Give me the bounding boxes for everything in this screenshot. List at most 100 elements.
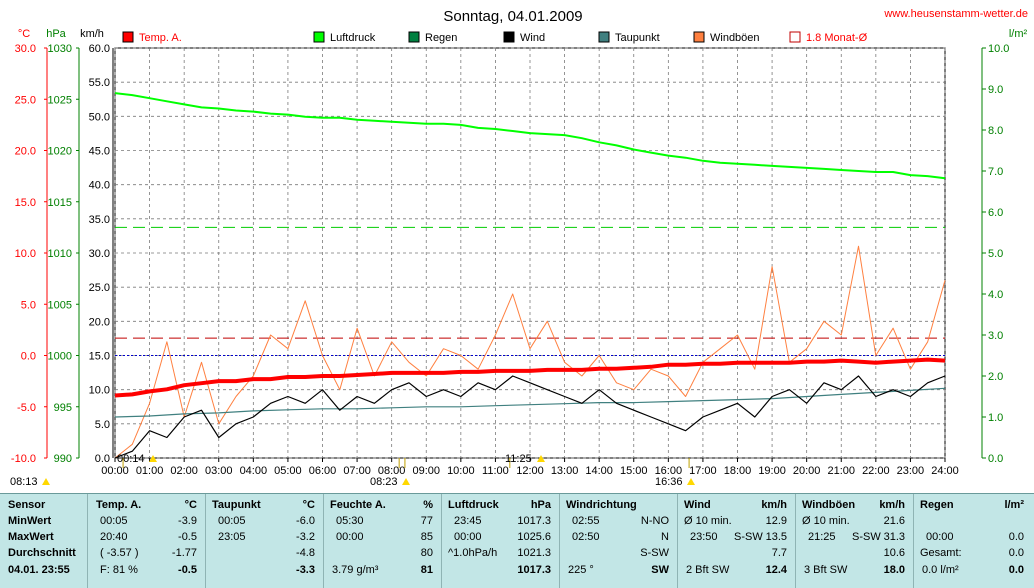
temp-min-time: 00:05 (100, 515, 128, 527)
x-tick-label: 21:00 (827, 465, 855, 477)
rain-tick-label: 2.0 (988, 371, 1003, 383)
flag-label: 00:14 (117, 453, 145, 465)
row-label-min: MinWert (8, 515, 52, 527)
hum-max-value: 85 (420, 531, 433, 543)
dir-avg-value: S-SW (640, 547, 669, 559)
x-tick-label: 22:00 (862, 465, 890, 477)
rain-tick-label: 5.0 (988, 248, 1003, 260)
site-url[interactable]: www.heusenstamm-wetter.de (883, 8, 1028, 20)
legend-label: 1.8 Monat-Ø (806, 32, 868, 44)
x-tick-label: 24:00 (931, 465, 959, 477)
pressure-tick-label: 1025 (48, 94, 72, 106)
x-tick-label: 10:00 (447, 465, 475, 477)
legend-item: Windböen (693, 31, 760, 44)
col-sensor: Sensor MinWert MaxWert Durchschnitt 04.0… (0, 494, 88, 588)
col-humidity: Feuchte A. % 05:30 77 00:00 85 80 3.79 g… (324, 494, 442, 588)
rain-header: Regen (920, 499, 954, 511)
legend-label: Regen (425, 32, 457, 44)
hum-abs-note: 3.79 g/m³ (332, 564, 379, 576)
pressure-tick-label: 990 (54, 453, 72, 465)
gust-max-dir: S-SW (852, 531, 881, 543)
series-line (114, 375, 946, 459)
wind-max-dir: S-SW (734, 531, 763, 543)
dir-max-value: N (661, 531, 669, 543)
speed-tick-label: 5.0 (95, 419, 110, 431)
time-flag: 11:25 (505, 453, 545, 468)
flag-label: 08:13 (10, 476, 38, 488)
col-gust: Windböen km/h Ø 10 min. 21.6 21:25 S-SW … (796, 494, 914, 588)
x-tick-label: 14:00 (585, 465, 613, 477)
rain-unit-label: l/m² (1004, 499, 1024, 511)
wind-current-value: 12.4 (765, 564, 787, 576)
temp-min-value: -3.9 (178, 515, 197, 527)
row-label-max: MaxWert (8, 531, 54, 543)
legend-item: Regen (408, 31, 457, 44)
gust-bft-note: 3 Bft SW (804, 564, 848, 576)
temp-tick-label: 5.0 (21, 299, 36, 311)
legend-swatch (408, 31, 420, 43)
wind-avg-value: 7.7 (771, 547, 787, 559)
dew-max-value: -3.2 (296, 531, 315, 543)
sensor-header: Sensor (8, 499, 46, 511)
rain-today-note: 0.0 l/m² (922, 564, 959, 576)
legend-item: Taupunkt (598, 31, 660, 44)
flag-label: 16:36 (655, 476, 683, 488)
wind-unit-label: km/h (761, 499, 787, 511)
wind-max-time: 23:50 (690, 531, 718, 543)
legend-item: Temp. A. (122, 31, 182, 44)
speed-tick-label: 15.0 (89, 351, 110, 363)
axes: 00:00 01:00 02:00 03:00 04:00 05:00 06:00 07:00… (11, 43, 1010, 477)
legend-item: 1.8 Monat-Ø (789, 31, 868, 44)
press-unit-label: hPa (530, 499, 551, 511)
press-avg-value: 1021.3 (517, 547, 551, 559)
rain-total-label: Gesamt: (920, 547, 962, 559)
plot-area (114, 92, 946, 459)
gust-max-time: 21:25 (808, 531, 836, 543)
series-line (114, 387, 946, 418)
x-tick-label: 17:00 (689, 465, 717, 477)
time-flag: 08:13 (10, 458, 400, 488)
legend-item (217, 31, 229, 43)
x-tick-label: 13:00 (551, 465, 579, 477)
pressure-tick-label: 1020 (48, 146, 72, 158)
press-max-value: 1025.6 (517, 531, 551, 543)
stats-panel: Sensor MinWert MaxWert Durchschnitt 04.0… (0, 493, 1034, 588)
series-line (114, 245, 946, 459)
flag-icon (149, 455, 157, 462)
speed-tick-label: 25.0 (89, 282, 110, 294)
rain-tick-label: 8.0 (988, 125, 1003, 137)
dir-header: Windrichtung (566, 499, 637, 511)
temp-tick-label: 30.0 (15, 43, 36, 55)
speed-tick-label: 45.0 (89, 146, 110, 158)
gust-max-value: 31.3 (883, 531, 905, 543)
hum-min-value: 77 (420, 515, 433, 527)
rain-tick-label: 0.0 (988, 453, 1003, 465)
temp-tick-label: 20.0 (15, 146, 36, 158)
legend-label: Windböen (710, 32, 760, 44)
time-flag: 16:36 (655, 458, 695, 488)
pressure-tick-label: 1030 (48, 43, 72, 55)
flag-icon (537, 455, 545, 462)
time-flag: 00:14 (117, 453, 157, 468)
gust-header: Windböen (802, 499, 856, 511)
temp-current-value: -0.5 (178, 564, 197, 576)
dew-current-value: -3.3 (296, 564, 315, 576)
legend-label: Taupunkt (615, 32, 660, 44)
temp-tick-label: 0.0 (21, 351, 36, 363)
speed-unit: km/h (80, 28, 104, 40)
dew-avg-value: -4.8 (296, 547, 315, 559)
x-tick-label: 20:00 (793, 465, 821, 477)
legend: Temp. A. Luftdruck Regen Wind Taupunkt Windbö… (122, 31, 868, 44)
chart-title: Sonntag, 04.01.2009 (443, 8, 582, 25)
x-tick-label: 09:00 (412, 465, 440, 477)
x-tick-label: 06:00 (309, 465, 337, 477)
temp-header: Temp. A. (96, 499, 142, 511)
wind-avg10-value: 12.9 (765, 515, 787, 527)
pressure-tick-label: 1005 (48, 299, 72, 311)
press-min-time: 23:45 (454, 515, 482, 527)
hum-current-value: 81 (420, 564, 433, 576)
temp-humidity-note: F: 81 % (100, 564, 138, 576)
temp-tick-label: 15.0 (15, 197, 36, 209)
press-min-value: 1017.3 (517, 515, 551, 527)
pressure-tick-label: 1015 (48, 197, 72, 209)
